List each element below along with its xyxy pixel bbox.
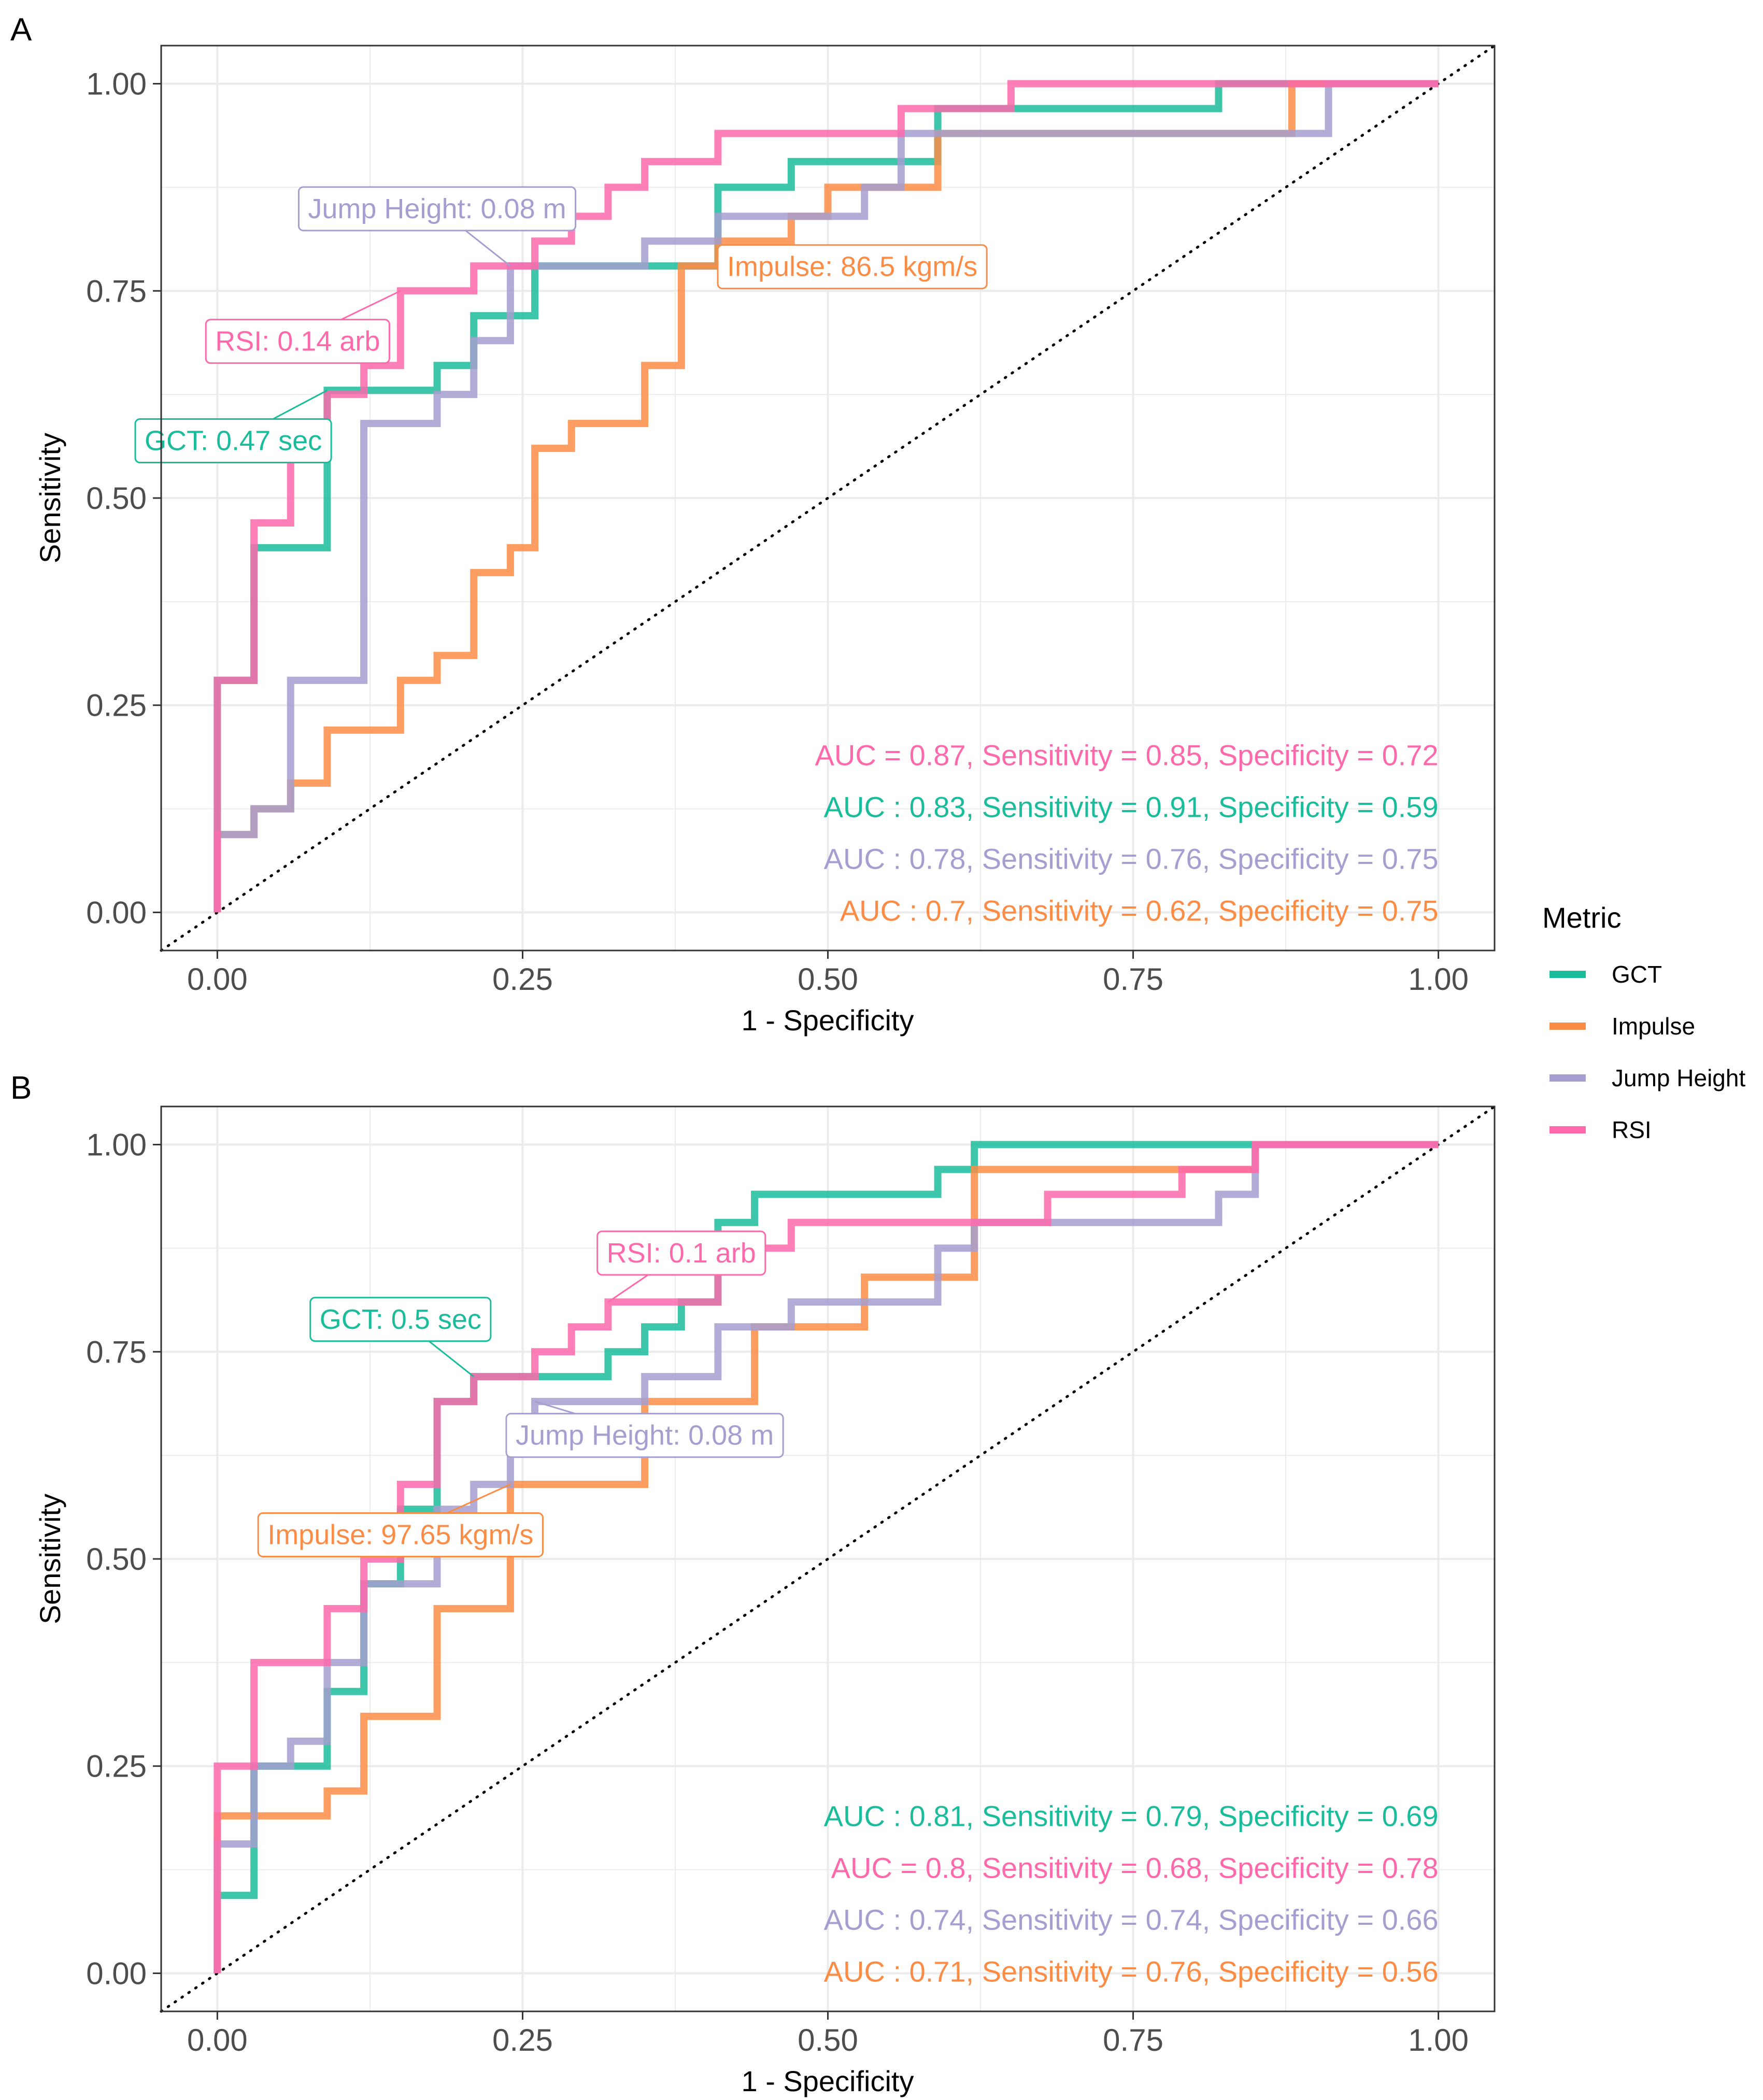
threshold-label-text: Jump Height: 0.08 m — [516, 1420, 774, 1451]
y-tick-label: 0.25 — [86, 1749, 147, 1784]
auc-annotation-impulse: AUC : 0.71, Sensitivity = 0.76, Specific… — [824, 1955, 1439, 1988]
panel-a-label: A — [10, 12, 32, 48]
auc-annotation-rsi: AUC = 0.8, Sensitivity = 0.68, Specifici… — [831, 1852, 1439, 1884]
panel-a-auc-annotations: AUC = 0.87, Sensitivity = 0.85, Specific… — [815, 739, 1439, 927]
y-tick-label: 0.50 — [86, 1542, 147, 1577]
legend-label-gct: GCT — [1612, 961, 1662, 988]
panel-b-reference-line — [160, 1105, 1496, 2013]
x-tick-label: 1.00 — [1408, 962, 1469, 997]
legend-label-jump-height: Jump Height — [1612, 1065, 1745, 1091]
roc-curve-rsi — [214, 80, 1439, 913]
threshold-label-text: Jump Height: 0.08 m — [308, 193, 566, 224]
panel-b-auc-annotations: AUC : 0.81, Sensitivity = 0.79, Specific… — [824, 1800, 1439, 1988]
panel-b-axis-ticks: 0.00 0.25 0.50 0.75 1.00 0.00 0.25 0.50 0.75 1.00 — [86, 1128, 1469, 2058]
panel-a-threshold-labels: GCT: 0.47 sec RSI: 0.14 arb Jump Height: 0… — [134, 186, 988, 464]
auc-annotation-jump-height: AUC : 0.74, Sensitivity = 0.74, Specific… — [824, 1904, 1439, 1936]
legend-item-rsi: RSI — [1549, 1116, 1652, 1143]
threshold-label-text: GCT: 0.47 sec — [145, 425, 322, 457]
y-tick-label: 0.50 — [86, 481, 147, 516]
threshold-label-impulse: Impulse: 97.65 kgm/s — [257, 1483, 544, 1557]
threshold-label-text: Impulse: 97.65 kgm/s — [267, 1519, 533, 1550]
threshold-label-box — [309, 1297, 492, 1342]
panel-b-x-axis-title: 1 - Specificity — [742, 2065, 914, 2097]
x-tick-label: 1.00 — [1408, 2023, 1469, 2058]
legend-label-impulse: Impulse — [1612, 1013, 1695, 1040]
x-tick-label: 0.25 — [492, 2023, 553, 2058]
panel-b-label: B — [10, 1070, 32, 1106]
threshold-label-text: RSI: 0.1 arb — [607, 1238, 756, 1269]
threshold-label-rsi: RSI: 0.14 arb — [205, 290, 401, 364]
panel-a-axis-ticks: 0.00 0.25 0.50 0.75 1.00 0.00 0.25 0.50 0.75 1.00 — [86, 67, 1469, 997]
x-tick-label: 0.75 — [1103, 962, 1163, 997]
roc-curve-jump-height — [214, 80, 1439, 913]
legend: Metric GCT Impulse Jump Height RSI — [1542, 901, 1745, 1143]
legend-items: GCT Impulse Jump Height RSI — [1549, 961, 1745, 1143]
threshold-label-gct: GCT: 0.47 sec — [134, 389, 332, 464]
threshold-label-box — [717, 244, 988, 290]
legend-item-gct: GCT — [1549, 961, 1662, 988]
legend-label-rsi: RSI — [1612, 1116, 1652, 1143]
diagonal-reference-line — [160, 44, 1496, 952]
threshold-label-box — [257, 1512, 544, 1557]
y-tick-label: 0.25 — [86, 688, 147, 723]
y-tick-label: 0.00 — [86, 1956, 147, 1991]
diagonal-reference-line — [160, 1105, 1496, 2013]
panel-b: B RSI: 0.1 arb GCT: 0.5 sec Jump Height: 0… — [10, 1070, 1496, 2097]
threshold-label-text: Impulse: 86.5 kgm/s — [727, 251, 977, 282]
panel-a: A GCT: 0.47 sec RSI: 0.14 arb Jump Height:… — [10, 12, 1496, 1037]
threshold-label-box — [134, 418, 332, 464]
threshold-label-box — [205, 319, 390, 364]
panel-a-reference-line — [160, 44, 1496, 952]
threshold-label-text: RSI: 0.14 arb — [215, 326, 380, 357]
threshold-label-box — [505, 1413, 784, 1458]
panel-b-threshold-labels: RSI: 0.1 arb GCT: 0.5 sec Jump Height: 0.0… — [257, 1230, 784, 1557]
legend-item-impulse: Impulse — [1549, 1013, 1695, 1040]
threshold-label-box — [297, 186, 577, 232]
y-tick-label: 0.75 — [86, 1335, 147, 1369]
auc-annotation-gct: AUC : 0.81, Sensitivity = 0.79, Specific… — [824, 1800, 1439, 1833]
y-tick-label: 0.75 — [86, 274, 147, 308]
threshold-label-rsi: RSI: 0.1 arb — [596, 1230, 766, 1303]
panel-a-x-axis-title: 1 - Specificity — [742, 1004, 914, 1037]
x-tick-label: 0.75 — [1103, 2023, 1163, 2058]
y-tick-label: 1.00 — [86, 1128, 147, 1162]
threshold-label-jump-height: Jump Height: 0.08 m — [297, 186, 577, 267]
legend-title: Metric — [1542, 901, 1621, 934]
roc-curve-rsi — [214, 1141, 1439, 1974]
panel-a-roc-curves — [214, 80, 1439, 913]
auc-annotation-impulse: AUC : 0.7, Sensitivity = 0.62, Specifici… — [840, 895, 1439, 927]
legend-item-jump-height: Jump Height — [1549, 1065, 1745, 1091]
x-tick-label: 0.25 — [492, 962, 553, 997]
threshold-label-gct: GCT: 0.5 sec — [309, 1297, 492, 1378]
y-tick-label: 0.00 — [86, 895, 147, 930]
auc-annotation-jump-height: AUC : 0.78, Sensitivity = 0.76, Specific… — [824, 843, 1439, 875]
threshold-label-box — [596, 1230, 766, 1276]
panel-a-y-axis-title: Sensitivity — [34, 433, 66, 563]
panel-b-y-axis-title: Sensitivity — [34, 1494, 66, 1624]
roc-curve-impulse — [214, 80, 1439, 913]
y-tick-label: 1.00 — [86, 67, 147, 102]
x-tick-label: 0.00 — [187, 962, 248, 997]
auc-annotation-rsi: AUC = 0.87, Sensitivity = 0.85, Specific… — [815, 739, 1439, 772]
threshold-label-jump-height: Jump Height: 0.08 m — [505, 1400, 784, 1458]
auc-annotation-gct: AUC : 0.83, Sensitivity = 0.91, Specific… — [824, 791, 1439, 824]
threshold-label-impulse: Impulse: 86.5 kgm/s — [681, 244, 988, 290]
x-tick-label: 0.50 — [798, 962, 858, 997]
x-tick-label: 0.00 — [187, 2023, 248, 2058]
x-tick-label: 0.50 — [798, 2023, 858, 2058]
threshold-label-text: GCT: 0.5 sec — [320, 1304, 481, 1335]
